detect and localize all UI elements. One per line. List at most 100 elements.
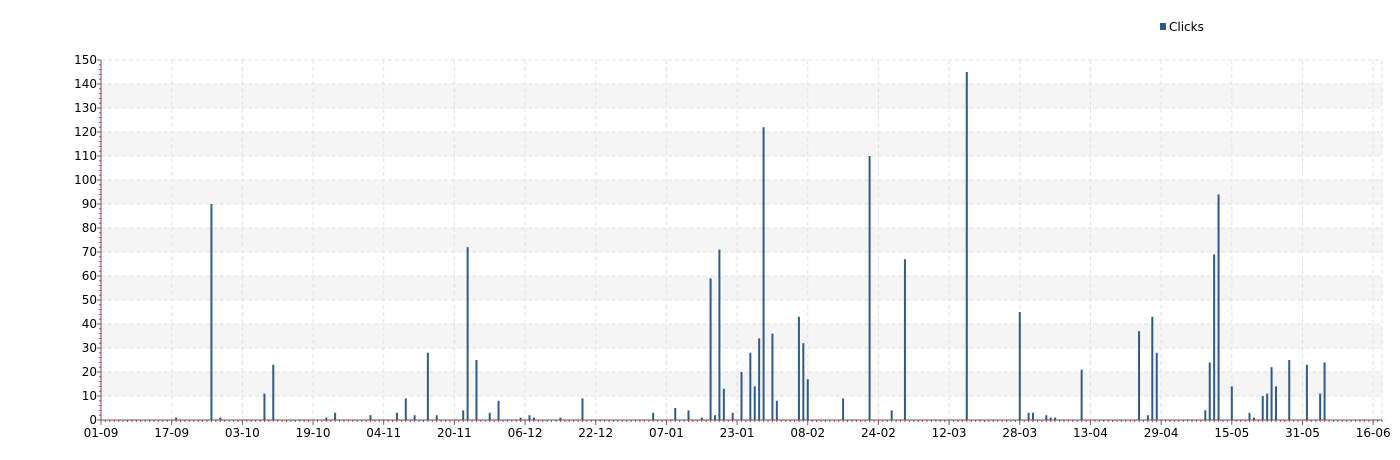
y-tick-label: 100: [74, 173, 97, 187]
bar: [466, 247, 469, 420]
bar: [868, 156, 871, 420]
bar: [1155, 352, 1158, 420]
y-tick-label: 30: [82, 341, 97, 355]
y-tick-label: 50: [82, 293, 97, 307]
bar: [775, 400, 778, 420]
bar: [475, 360, 478, 420]
grid-band: [101, 276, 1382, 300]
legend-swatch: [1160, 23, 1166, 30]
bar: [272, 364, 275, 420]
bar: [462, 410, 465, 420]
bar: [1248, 412, 1251, 420]
bar: [1204, 410, 1207, 420]
bar: [740, 372, 743, 420]
x-tick-label: 19-10: [296, 426, 331, 440]
x-tick-label: 07-01: [649, 426, 684, 440]
grid-band: [101, 132, 1382, 156]
bar: [1270, 367, 1273, 420]
bar: [842, 398, 845, 420]
bar: [1049, 417, 1052, 420]
bar: [674, 408, 677, 420]
y-tick-label: 40: [82, 317, 97, 331]
bar: [758, 338, 761, 420]
bar: [687, 410, 690, 420]
bar: [903, 259, 906, 420]
bar: [1252, 417, 1255, 420]
bar: [1266, 393, 1269, 420]
bar: [1208, 362, 1211, 420]
bar: [771, 333, 774, 420]
bar: [1213, 254, 1216, 420]
bar: [532, 417, 535, 420]
x-axis-ticks: 01-09 17-09 03-10 19-10 04-11 20-11 06-12 22-12…: [84, 420, 1391, 440]
bar: [435, 415, 438, 420]
y-tick-label: 10: [82, 389, 97, 403]
bar: [1217, 194, 1220, 420]
bar: [426, 352, 429, 420]
bar: [762, 127, 765, 420]
bar: [753, 386, 756, 420]
bar: [325, 417, 328, 420]
bar: [1080, 369, 1083, 420]
grid-band: [101, 180, 1382, 204]
x-tick-label: 08-02: [790, 426, 825, 440]
x-tick-label: 12-03: [932, 426, 967, 440]
bar: [404, 398, 407, 420]
bar: [219, 417, 222, 420]
bar: [1146, 415, 1149, 420]
x-tick-label: 06-12: [508, 426, 543, 440]
bar: [210, 204, 213, 420]
y-tick-label: 120: [74, 125, 97, 139]
bar: [1151, 316, 1154, 420]
bar: [488, 412, 491, 420]
y-tick-label: 80: [82, 221, 97, 235]
bar: [1261, 396, 1264, 420]
x-tick-label: 16-06: [1356, 426, 1391, 440]
bar: [652, 412, 655, 420]
bar: [1319, 393, 1322, 420]
x-tick-label: 20-11: [437, 426, 472, 440]
bar: [718, 249, 721, 420]
x-tick-label: 29-04: [1144, 426, 1179, 440]
bar: [369, 415, 372, 420]
x-tick-label: 22-12: [578, 426, 613, 440]
y-tick-label: 110: [74, 149, 97, 163]
bar: [519, 417, 522, 420]
bar: [1032, 412, 1035, 420]
bar: [1274, 386, 1277, 420]
bar: [890, 410, 893, 420]
y-tick-label: 70: [82, 245, 97, 259]
y-tick-label: 20: [82, 365, 97, 379]
bar: [965, 72, 968, 420]
x-tick-label: 15-05: [1214, 426, 1249, 440]
y-tick-label: 130: [74, 101, 97, 115]
bar: [1230, 386, 1233, 420]
bar: [749, 352, 752, 420]
grid-lines: [100, 59, 1383, 420]
bar: [1027, 412, 1030, 420]
bar: [395, 412, 398, 420]
bar: [1305, 364, 1308, 420]
bar: [802, 343, 805, 420]
bar: [806, 379, 809, 420]
background-bands: [101, 84, 1382, 396]
bar: [1018, 312, 1021, 420]
bar: [559, 417, 562, 420]
bar: [413, 415, 416, 420]
x-tick-label: 13-04: [1073, 426, 1108, 440]
y-axis-ticks: 0 10 20 30 40 50 60 70 80 90 100 110 120 130 140 150: [74, 53, 101, 427]
x-tick-label: 17-09: [154, 426, 189, 440]
bar: [713, 415, 716, 420]
bar: [1323, 362, 1326, 420]
y-tick-label: 0: [89, 413, 97, 427]
bar: [497, 400, 500, 420]
y-tick-label: 60: [82, 269, 97, 283]
bar: [1288, 360, 1291, 420]
bar: [1054, 417, 1057, 420]
y-tick-label: 150: [74, 53, 97, 67]
bars: [175, 72, 1326, 420]
bar: [700, 417, 703, 420]
bar: [263, 393, 266, 420]
x-tick-label: 28-03: [1002, 426, 1037, 440]
